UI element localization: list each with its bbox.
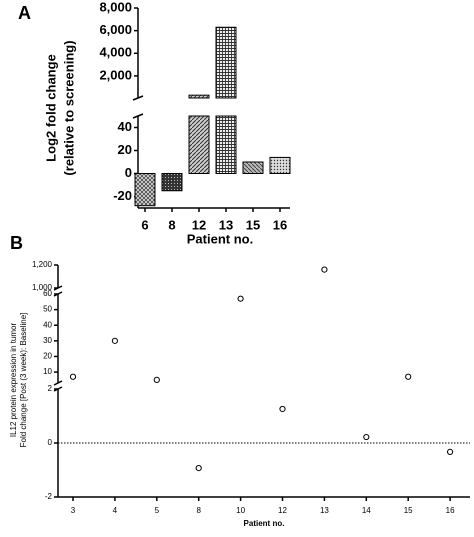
y-tick-label: 50 <box>43 305 52 314</box>
x-tick-label: 6 <box>141 217 148 232</box>
y-tick-label: 2,000 <box>99 67 132 82</box>
y-tick-label: 20 <box>118 142 132 157</box>
axis-break <box>132 113 144 119</box>
point <box>363 433 370 441</box>
y-tick-label: 1,000 <box>32 283 53 292</box>
x-tick-label: 4 <box>113 506 118 515</box>
bar <box>269 156 291 174</box>
y-tick-label: 20 <box>43 352 52 361</box>
y-axis-label: (relative to screening) <box>61 40 76 175</box>
x-tick-label: 8 <box>196 506 201 515</box>
x-tick-label: 16 <box>446 506 455 515</box>
x-tick-label: 3 <box>71 506 76 515</box>
panel-label: B <box>10 233 23 253</box>
point <box>153 376 160 383</box>
bar <box>215 26 237 99</box>
panel-label: A <box>18 3 31 23</box>
point <box>237 295 244 302</box>
x-tick-label: 12 <box>278 506 287 515</box>
y-axis-label: IL12 protein expression in tumor <box>9 323 18 438</box>
point <box>111 337 119 344</box>
x-tick-label: 16 <box>273 217 287 232</box>
y-tick-label: 10 <box>43 367 52 376</box>
point <box>447 448 454 456</box>
y-tick-label: -2 <box>45 492 53 501</box>
y-axis-label: Fold change [Post (3 week): Baseline] <box>19 313 28 448</box>
x-tick-label: 15 <box>404 506 413 515</box>
y-tick-label: 60 <box>43 289 52 298</box>
y-tick-label: 40 <box>43 320 52 329</box>
y-tick-label: -20 <box>113 188 132 203</box>
y-tick-label: 0 <box>48 438 53 447</box>
y-tick-label: 6,000 <box>99 22 132 37</box>
x-tick-label: 14 <box>362 506 371 515</box>
point <box>321 266 328 273</box>
x-tick-label: 10 <box>236 506 245 515</box>
y-tick-label: 1,200 <box>32 260 53 269</box>
axis-break <box>53 380 63 386</box>
y-tick-label: 30 <box>43 336 52 345</box>
axis-break <box>132 95 144 101</box>
bar <box>161 173 183 192</box>
point <box>69 373 77 380</box>
x-tick-label: 8 <box>168 217 175 232</box>
bar <box>188 94 210 99</box>
bar <box>134 173 156 207</box>
y-tick-label: 8,000 <box>99 0 132 14</box>
y-tick-label: 0 <box>125 165 132 180</box>
bar <box>242 161 264 174</box>
point <box>405 373 412 380</box>
bar <box>188 115 210 174</box>
panel-a: A Log2 fold change (relative to screening)… <box>18 0 291 246</box>
point <box>279 405 286 413</box>
bar <box>215 115 237 174</box>
x-tick-label: 13 <box>219 217 233 232</box>
x-axis-label: Patient no. <box>244 519 285 528</box>
x-tick-label: 5 <box>155 506 160 515</box>
y-tick-label: 2 <box>48 384 53 393</box>
y-tick-label: 40 <box>118 119 132 134</box>
y-axis-label: Log2 fold change <box>43 54 58 162</box>
y-tick-label: 4,000 <box>99 45 132 60</box>
x-tick-label: 15 <box>246 217 260 232</box>
point <box>195 465 202 472</box>
x-tick-label: 13 <box>320 506 329 515</box>
x-axis-label: Patient no. <box>187 231 253 246</box>
panel-b: B IL12 protein expression in tumor Fold ch… <box>9 233 470 528</box>
x-tick-label: 12 <box>192 217 206 232</box>
